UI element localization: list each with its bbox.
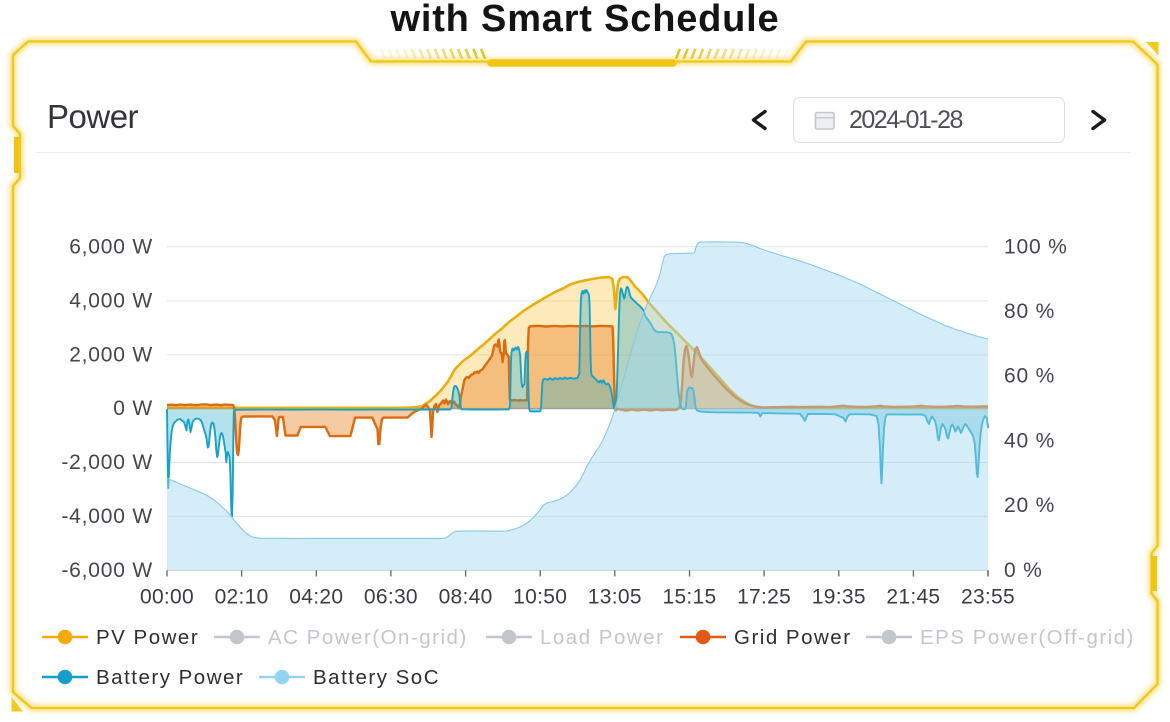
svg-text:Battery SoC: Battery SoC <box>313 666 440 689</box>
svg-text:Load Power: Load Power <box>540 626 664 649</box>
svg-text:80 %: 80 % <box>1004 300 1055 323</box>
svg-text:Battery Power: Battery Power <box>96 666 244 689</box>
svg-text:0 W: 0 W <box>113 397 153 420</box>
svg-text:17:25: 17:25 <box>737 586 791 609</box>
svg-text:4,000 W: 4,000 W <box>69 290 153 313</box>
svg-text:EPS Power(Off-grid): EPS Power(Off-grid) <box>920 626 1135 649</box>
svg-text:Grid Power: Grid Power <box>734 626 852 649</box>
svg-text:-6,000 W: -6,000 W <box>61 559 153 582</box>
svg-text:19:35: 19:35 <box>812 586 866 609</box>
svg-text:08:40: 08:40 <box>439 586 493 609</box>
svg-text:10:50: 10:50 <box>513 586 567 609</box>
svg-text:-2,000 W: -2,000 W <box>61 451 153 474</box>
svg-text:04:20: 04:20 <box>289 586 343 609</box>
svg-text:23:55: 23:55 <box>961 586 1015 609</box>
svg-text:100 %: 100 % <box>1004 235 1068 258</box>
svg-text:6,000 W: 6,000 W <box>69 235 153 258</box>
svg-text:40 %: 40 % <box>1004 429 1055 452</box>
svg-text:21:45: 21:45 <box>886 586 940 609</box>
svg-text:00:00: 00:00 <box>140 586 194 609</box>
svg-text:06:30: 06:30 <box>364 586 418 609</box>
svg-text:AC Power(On-grid): AC Power(On-grid) <box>268 626 468 649</box>
svg-text:60 %: 60 % <box>1004 365 1055 388</box>
svg-text:02:10: 02:10 <box>215 586 269 609</box>
svg-text:13:05: 13:05 <box>588 586 642 609</box>
svg-text:20 %: 20 % <box>1004 494 1055 517</box>
svg-text:15:15: 15:15 <box>662 586 716 609</box>
svg-text:-4,000 W: -4,000 W <box>61 505 153 528</box>
svg-text:2,000 W: 2,000 W <box>69 343 153 366</box>
svg-text:PV Power: PV Power <box>96 626 199 649</box>
svg-text:0 %: 0 % <box>1004 559 1043 582</box>
